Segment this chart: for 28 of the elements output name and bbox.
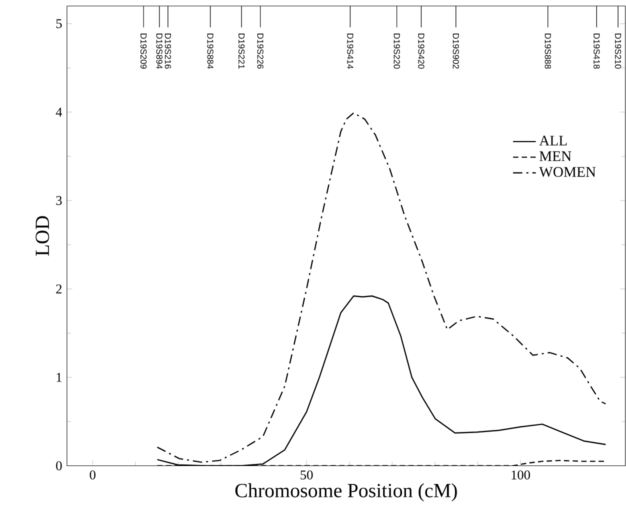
ref-line-label: D19S888	[544, 34, 551, 69]
x-tick-label: 0	[90, 470, 96, 480]
ref-line-label: D19S420	[418, 34, 424, 69]
ref-line-label: D19S216	[164, 34, 171, 69]
ref-line-label: D19S209	[140, 34, 147, 69]
legend-label: MEN	[539, 152, 572, 162]
y-tick-label: 3	[56, 196, 62, 206]
ref-line-label: D19S894	[156, 34, 162, 69]
ref-line-label: D19S226	[257, 34, 264, 69]
ref-line-label: D19S884	[207, 34, 214, 69]
ref-line-label: D19S210	[614, 34, 622, 69]
x-tick-label: 100	[512, 470, 530, 480]
y-axis-title: LOD	[36, 216, 50, 256]
y-tick-label: 5	[56, 19, 62, 28]
x-tick-label: 50	[300, 470, 313, 480]
ref-line-label: D19S418	[594, 34, 600, 69]
y-tick-label: 2	[56, 284, 62, 294]
ref-line-label: D19S221	[238, 34, 245, 69]
x-axis-title: Chromosome Position (cM)	[235, 483, 457, 502]
y-tick-label: 4	[56, 108, 62, 117]
y-tick-label: 0	[56, 461, 62, 470]
ref-line-label: D19S414	[347, 34, 354, 69]
legend-label: ALL	[539, 136, 567, 146]
y-tick-label: 1	[56, 373, 62, 382]
ref-line-label: D19S220	[394, 34, 400, 69]
legend-label: WOMEN	[539, 167, 596, 178]
line-series	[156, 112, 606, 463]
ref-line-label: D19S902	[452, 34, 459, 69]
